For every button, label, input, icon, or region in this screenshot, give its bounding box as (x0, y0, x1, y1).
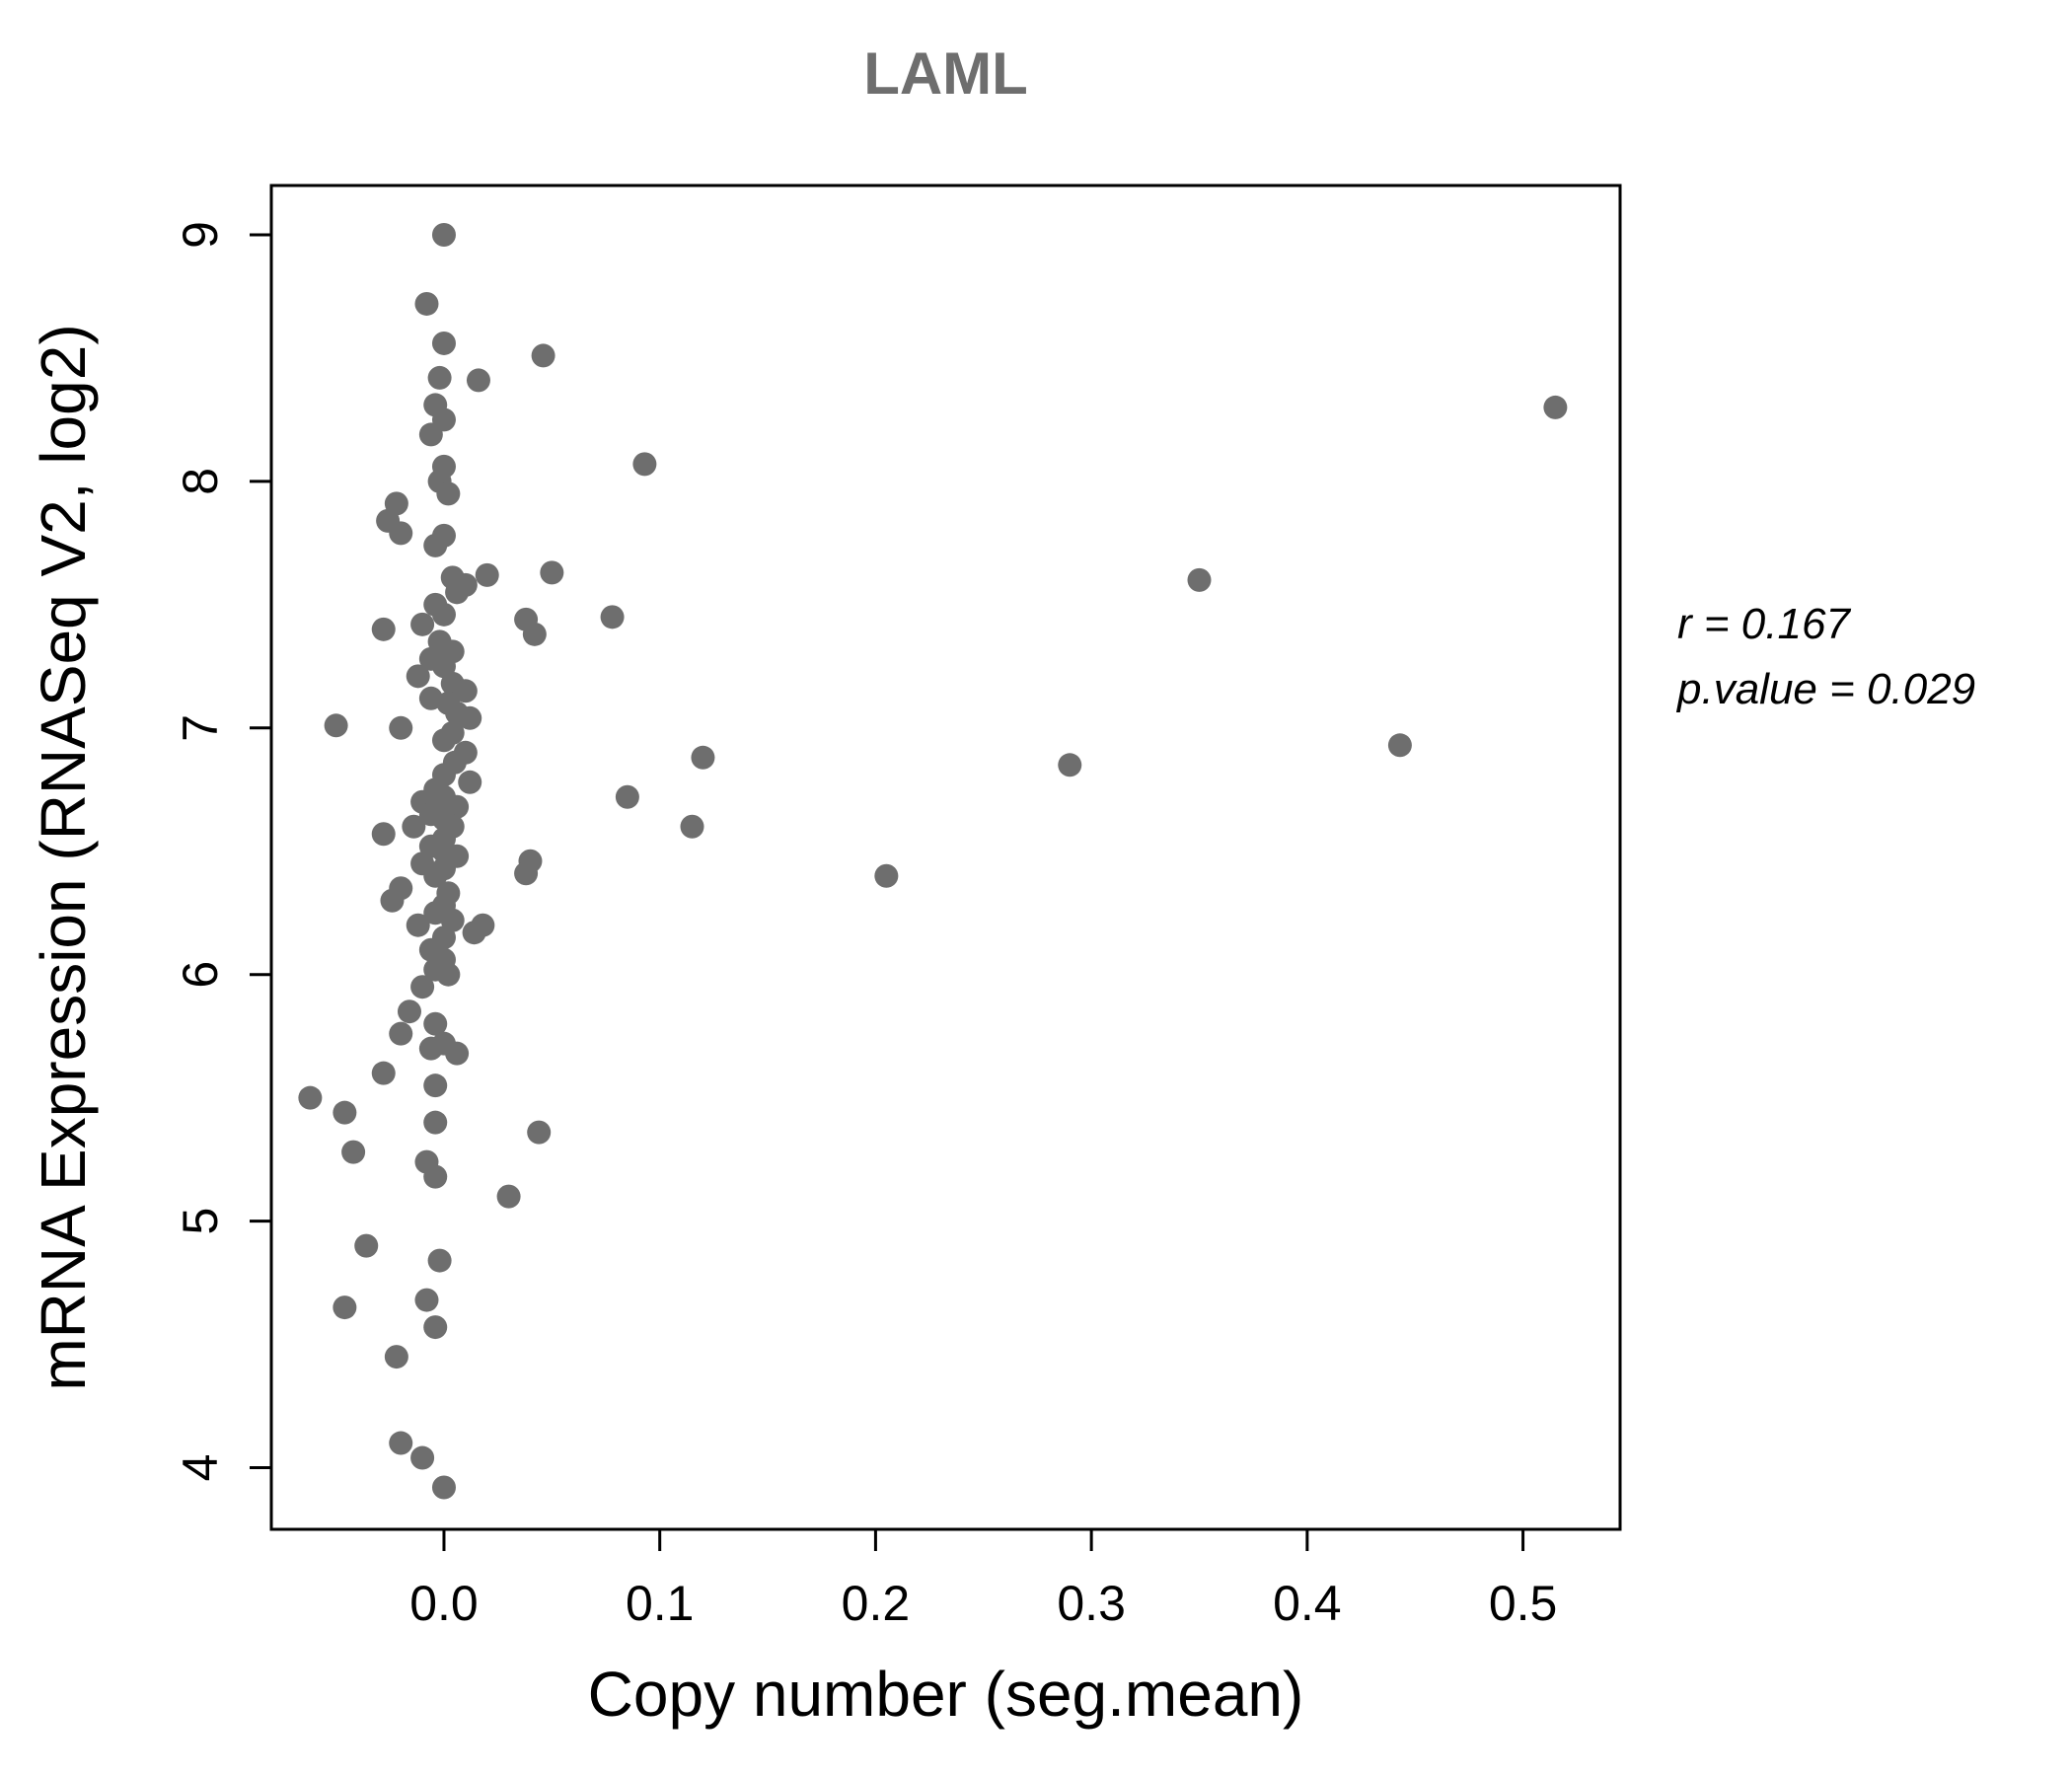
x-tick-label: 0.4 (1273, 1576, 1342, 1631)
scatter-point (423, 533, 448, 557)
scatter-point (522, 622, 547, 646)
scatter-point (402, 814, 426, 839)
scatter-point (333, 1295, 357, 1320)
scatter-point (458, 770, 482, 794)
scatter-point (406, 913, 430, 937)
scatter-point (436, 481, 461, 506)
scatter-point (423, 1011, 448, 1036)
scatter-point (514, 861, 539, 886)
scatter-point (632, 452, 657, 477)
y-tick-label: 5 (173, 1208, 228, 1235)
y-tick-label: 8 (173, 468, 228, 495)
y-tick-label: 7 (173, 714, 228, 742)
correlation-annotation: r = 0.167 p.value = 0.029 (1677, 592, 1975, 722)
scatter-point (445, 1041, 470, 1066)
scatter-point (423, 1073, 448, 1098)
scatter-point (371, 1061, 396, 1085)
x-tick-label: 0.0 (409, 1576, 479, 1631)
scatter-point (371, 617, 396, 641)
y-tick-label: 9 (173, 221, 228, 249)
scatter-point (414, 291, 439, 316)
scatter-point (384, 1345, 408, 1369)
scatter-point (600, 605, 625, 629)
scatter-point (1058, 753, 1082, 777)
scatter-point (354, 1233, 379, 1258)
r-value-text: r = 0.167 (1677, 600, 1850, 648)
scatter-point (423, 1164, 448, 1189)
scatter-point (423, 863, 448, 888)
scatter-point (410, 975, 435, 999)
scatter-point (1543, 395, 1568, 419)
scatter-point (1187, 567, 1212, 592)
scatter-point (371, 822, 396, 847)
scatter-point (475, 562, 499, 587)
scatter-point (380, 888, 405, 913)
scatter-point (389, 715, 413, 740)
y-tick-label: 4 (173, 1454, 228, 1482)
scatter-point (298, 1085, 323, 1110)
scatter-point (431, 602, 456, 627)
scatter-point (389, 521, 413, 546)
scatter-point (691, 745, 715, 770)
scatter-point (540, 560, 564, 585)
scatter-point (527, 1120, 552, 1145)
scatter-point (445, 580, 470, 605)
scatter-point (418, 422, 443, 447)
scatter-point (466, 368, 490, 393)
scatter-point (1387, 733, 1412, 758)
scatter-point (436, 962, 461, 987)
scatter-point (389, 1431, 413, 1455)
scatter-point (410, 1445, 435, 1470)
scatter-point (389, 1021, 413, 1046)
scatter-point (680, 814, 704, 839)
scatter-point (418, 1036, 443, 1061)
scatter-point (615, 784, 639, 809)
scatter-point (431, 222, 456, 247)
chart-title: LAML (863, 40, 1028, 107)
p-value-text: p.value = 0.029 (1677, 665, 1976, 713)
scatter-point (431, 331, 456, 355)
scatter-point (423, 1110, 448, 1135)
scatter-point (333, 1100, 357, 1125)
scatter-point (427, 365, 452, 390)
scatter-point (496, 1184, 521, 1209)
x-tick-label: 0.3 (1057, 1576, 1126, 1631)
scatter-point (462, 921, 486, 945)
scatter-point (431, 1475, 456, 1500)
plot-border (269, 184, 1622, 1531)
scatter-point (427, 1248, 452, 1273)
scatter-point (458, 705, 482, 730)
x-tick-label: 0.2 (842, 1576, 911, 1631)
scatter-point (397, 999, 421, 1024)
scatter-point (410, 612, 435, 636)
scatter-point (431, 728, 456, 753)
y-axis-label: mRNA Expression (RNASeq V2, log2) (28, 324, 99, 1391)
scatter-point (341, 1140, 366, 1164)
scatter-point (423, 1315, 448, 1340)
scatter-point (874, 863, 899, 888)
x-axis-label: Copy number (seg.mean) (587, 1659, 1304, 1730)
scatter-point (414, 1288, 439, 1312)
scatter-point (453, 679, 478, 703)
x-tick-label: 0.5 (1489, 1576, 1558, 1631)
y-tick-label: 6 (173, 961, 228, 989)
x-tick-label: 0.1 (626, 1576, 695, 1631)
scatter-point (324, 713, 348, 738)
scatter-point (406, 664, 430, 689)
scatter-point (531, 343, 555, 368)
